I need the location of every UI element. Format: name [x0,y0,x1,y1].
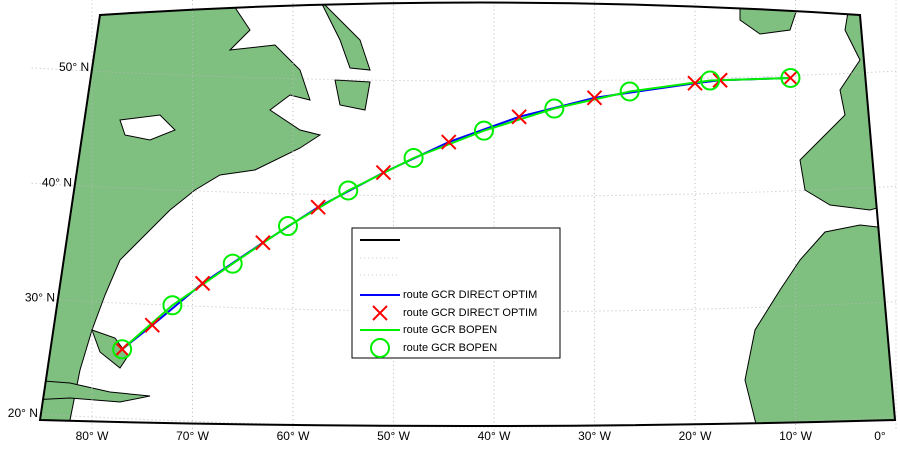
route-marker [114,341,130,357]
legend: route GCR DIRECT OPTIM route GCR DIRECT … [351,227,561,359]
lat-tick-label: 30° N [25,291,55,305]
route-marker [310,199,326,215]
route-marker [338,180,359,201]
route-line [121,77,791,351]
route-marker [441,134,457,150]
grid-line [31,67,897,82]
lat-tick-label: 40° N [42,175,72,189]
route-marker [782,70,799,86]
lon-tick-label: 40° W [478,429,511,443]
route-marker [375,164,392,181]
lon-tick-label: 30° W [578,429,611,443]
route-marker [473,120,494,141]
lon-tick-label: 50° W [377,429,410,443]
legend-marker [370,338,390,358]
lat-tick-label: 20° N [8,406,38,420]
legend-label: route GCR DIRECT OPTIM [403,289,537,301]
route-marker [222,253,243,274]
route-marker [511,109,527,125]
grid-line [31,182,897,197]
land [40,2,895,426]
route-marker [544,98,565,119]
lon-tick-label: 70° W [176,429,209,443]
route-marker [780,67,801,88]
legend-label: route GCR DIRECT OPTIM [403,307,537,319]
route-marker [194,275,211,292]
route-marker [162,295,183,316]
route-marker [144,317,161,333]
legend-box [351,227,561,359]
legend-label: route GCR BOPEN [403,342,497,354]
route-marker [112,339,133,360]
lon-tick-label: 80° W [76,429,109,443]
routes [112,67,801,360]
route-marker [586,90,603,106]
lon-tick-label: 0° [874,429,886,443]
legend-marker [372,305,388,321]
lon-tick-label: 20° W [679,429,712,443]
lat-tick-label: 50° N [59,60,89,74]
legend-label: route GCR BOPEN [403,324,497,336]
route-marker [687,75,703,91]
lon-tick-label: 60° W [277,429,310,443]
frame [38,1,897,427]
route-marker [403,147,424,168]
lon-tick-label: 10° W [779,429,812,443]
route-marker [712,72,728,88]
route-marker [255,234,271,251]
route-marker [277,216,298,237]
route-marker [700,70,721,91]
route-marker [619,81,640,102]
